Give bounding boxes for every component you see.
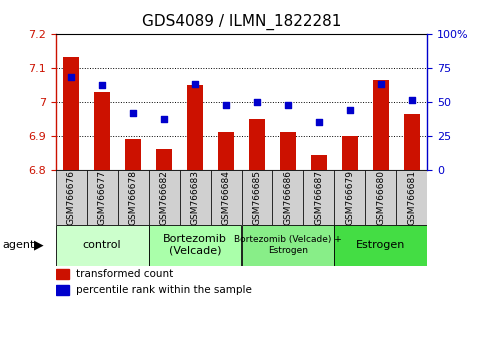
- Bar: [149, 225, 242, 266]
- Bar: [149, 170, 180, 225]
- Text: GSM766679: GSM766679: [345, 170, 355, 225]
- Bar: [334, 170, 366, 225]
- Bar: [117, 170, 149, 225]
- Bar: [404, 114, 420, 170]
- Text: GSM766678: GSM766678: [128, 170, 138, 225]
- Bar: [211, 170, 242, 225]
- Bar: [272, 170, 303, 225]
- Bar: [311, 155, 327, 170]
- Point: [191, 81, 199, 87]
- Point: [346, 107, 354, 113]
- Bar: [86, 170, 117, 225]
- Bar: [56, 269, 69, 279]
- Bar: [242, 225, 334, 266]
- Point: [377, 81, 385, 87]
- Point: [315, 119, 323, 125]
- Bar: [156, 149, 172, 170]
- Text: GSM766686: GSM766686: [284, 170, 293, 225]
- Text: control: control: [83, 240, 121, 250]
- Bar: [187, 85, 203, 170]
- Text: GSM766685: GSM766685: [253, 170, 261, 225]
- Bar: [125, 139, 141, 170]
- Bar: [303, 170, 334, 225]
- Text: Estrogen: Estrogen: [356, 240, 406, 250]
- Bar: [56, 285, 69, 295]
- Text: Bortezomib
(Velcade): Bortezomib (Velcade): [163, 234, 227, 256]
- Bar: [373, 80, 389, 170]
- Text: GSM766684: GSM766684: [222, 170, 230, 225]
- Bar: [180, 170, 211, 225]
- Bar: [218, 132, 234, 170]
- Text: Bortezomib (Velcade) +
Estrogen: Bortezomib (Velcade) + Estrogen: [234, 235, 342, 255]
- Point: [98, 82, 106, 88]
- Text: ▶: ▶: [34, 239, 43, 252]
- Point: [284, 102, 292, 107]
- Point: [408, 98, 416, 103]
- Bar: [366, 170, 397, 225]
- Bar: [94, 92, 110, 170]
- Text: agent: agent: [2, 240, 35, 250]
- Text: GSM766683: GSM766683: [190, 170, 199, 225]
- Point: [222, 102, 230, 107]
- Bar: [249, 119, 265, 170]
- Text: GDS4089 / ILMN_1822281: GDS4089 / ILMN_1822281: [142, 14, 341, 30]
- Bar: [334, 225, 427, 266]
- Bar: [63, 57, 79, 170]
- Text: GSM766681: GSM766681: [408, 170, 416, 225]
- Point: [160, 117, 168, 122]
- Bar: [242, 170, 272, 225]
- Text: GSM766687: GSM766687: [314, 170, 324, 225]
- Bar: [397, 170, 427, 225]
- Bar: [342, 136, 358, 170]
- Point: [129, 110, 137, 115]
- Text: GSM766682: GSM766682: [159, 170, 169, 225]
- Bar: [56, 170, 86, 225]
- Text: transformed count: transformed count: [76, 269, 173, 279]
- Bar: [280, 132, 296, 170]
- Point: [253, 99, 261, 105]
- Point: [67, 74, 75, 80]
- Text: GSM766680: GSM766680: [376, 170, 385, 225]
- Bar: [56, 225, 149, 266]
- Text: GSM766676: GSM766676: [67, 170, 75, 225]
- Text: GSM766677: GSM766677: [98, 170, 107, 225]
- Text: percentile rank within the sample: percentile rank within the sample: [76, 285, 252, 295]
